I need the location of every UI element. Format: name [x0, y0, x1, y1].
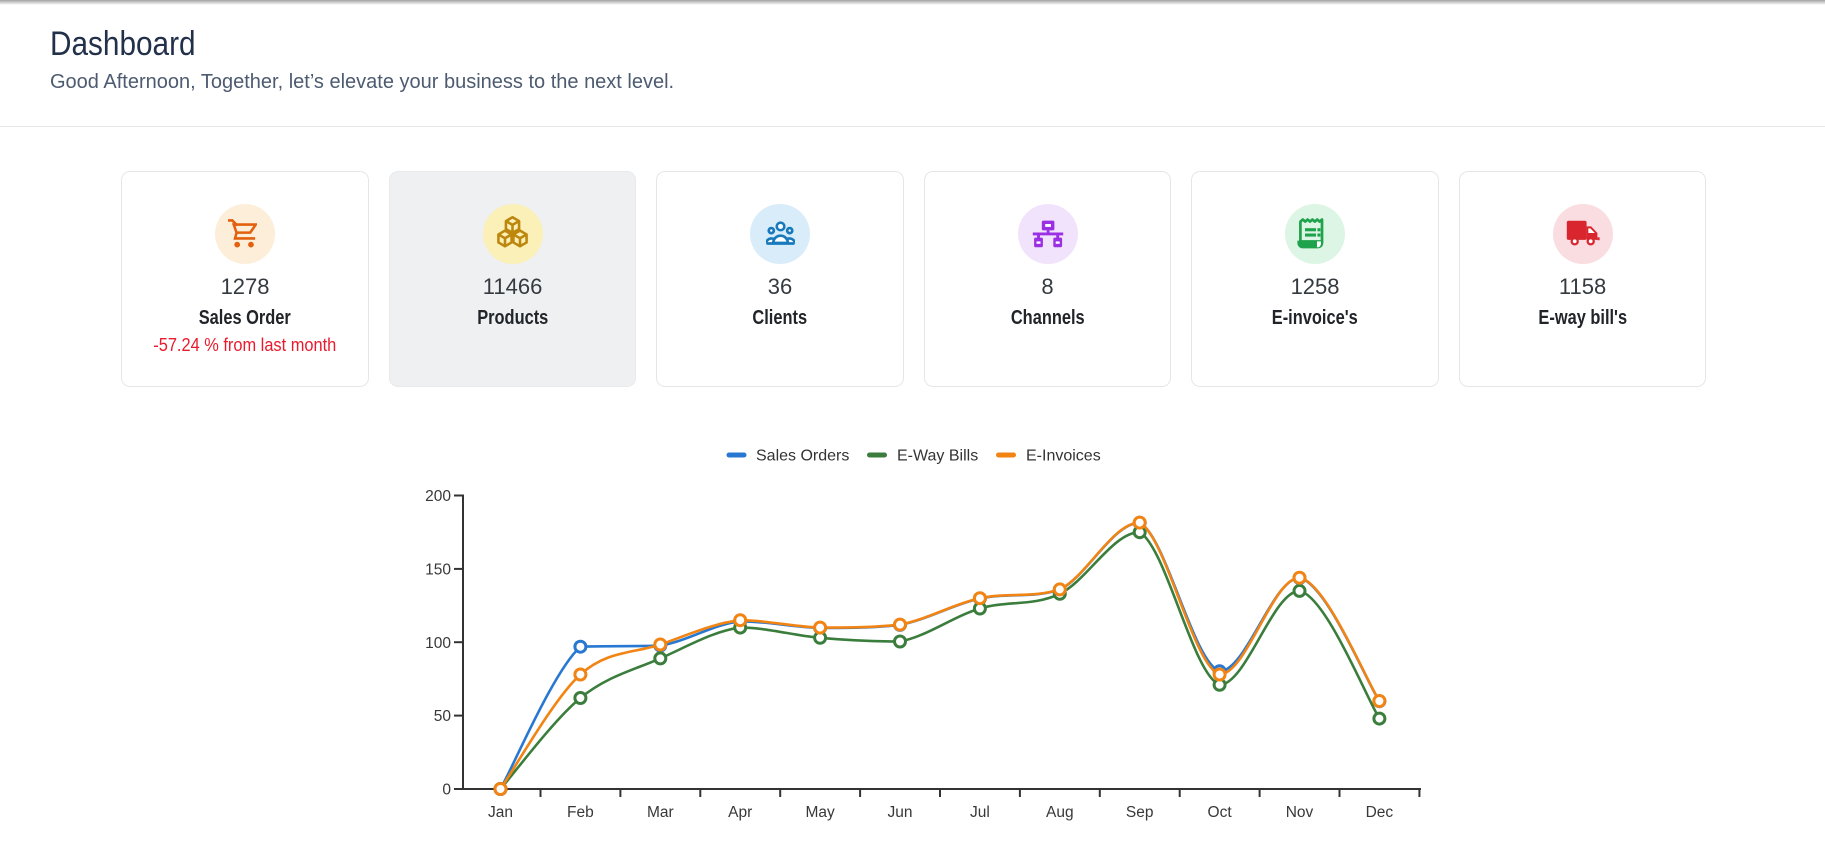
svg-text:Feb: Feb — [567, 804, 594, 821]
svg-text:Mar: Mar — [647, 804, 674, 821]
svg-text:Sales Orders: Sales Orders — [756, 448, 849, 465]
svg-text:200: 200 — [425, 488, 451, 505]
svg-text:Apr: Apr — [728, 804, 752, 821]
svg-text:Oct: Oct — [1208, 804, 1233, 821]
svg-text:Jan: Jan — [488, 804, 513, 821]
svg-text:E-Invoices: E-Invoices — [1026, 448, 1101, 465]
svg-text:Sep: Sep — [1126, 804, 1154, 821]
svg-text:Jun: Jun — [888, 804, 913, 821]
svg-text:0: 0 — [442, 782, 451, 799]
svg-text:50: 50 — [434, 708, 452, 725]
svg-text:100: 100 — [425, 635, 451, 652]
svg-text:Nov: Nov — [1286, 804, 1314, 821]
svg-text:Aug: Aug — [1046, 804, 1074, 821]
svg-text:Dec: Dec — [1366, 804, 1394, 821]
svg-text:Jul: Jul — [970, 804, 990, 821]
svg-text:150: 150 — [425, 562, 451, 579]
svg-text:May: May — [805, 804, 835, 821]
svg-text:E-Way Bills: E-Way Bills — [897, 448, 978, 465]
